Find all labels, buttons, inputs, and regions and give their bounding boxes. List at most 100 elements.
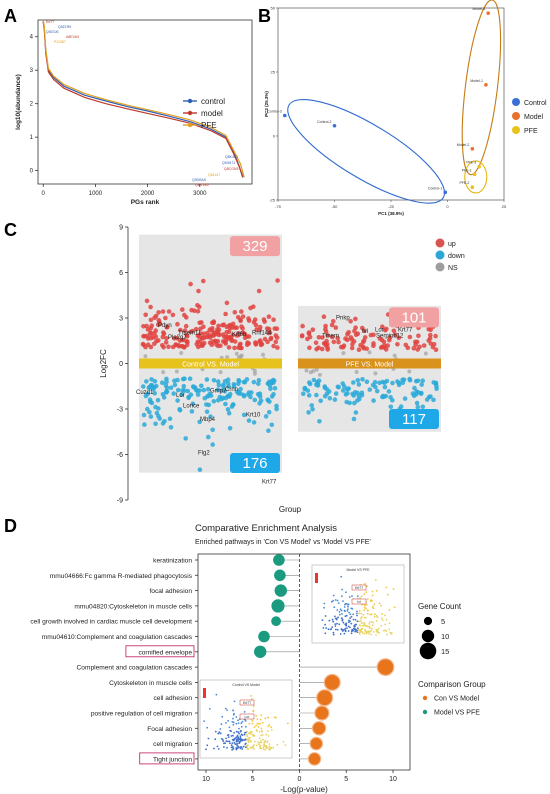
- inset-volcano-point: [356, 620, 359, 623]
- pathway-term-label: cell growth involved in cardiac muscle c…: [30, 619, 192, 626]
- inset-volcano-point: [275, 716, 277, 719]
- inset-volcano-point: [217, 748, 220, 750]
- down-regulated-point: [160, 392, 166, 397]
- inset-volcano-point: [386, 633, 388, 636]
- up-regulated-point: [305, 336, 310, 342]
- gene-label: Serpinb12: [376, 334, 404, 340]
- up-regulated-point: [361, 346, 367, 351]
- up-regulated-point: [396, 335, 402, 341]
- down-regulated-point: [307, 380, 312, 385]
- inset-volcano-point: [287, 722, 289, 725]
- inset-volcano-point: [219, 728, 222, 730]
- inset-volcano-point: [369, 600, 372, 602]
- legend-entry-label: Control: [524, 100, 547, 107]
- up-count-label: 101: [401, 309, 426, 326]
- inset-volcano-point: [334, 623, 337, 625]
- up-regulated-point: [226, 323, 232, 329]
- down-regulated-point: [231, 402, 236, 407]
- inset-volcano-point: [249, 746, 252, 749]
- inset-volcano-point: [373, 615, 376, 618]
- up-regulated-point: [224, 300, 230, 306]
- up-regulated-point: [193, 326, 199, 332]
- inset-volcano-point: [371, 627, 373, 630]
- down-regulated-point: [269, 394, 275, 399]
- inset-color-scale: [203, 688, 206, 698]
- not-significant-point: [238, 354, 243, 359]
- up-regulated-point: [246, 341, 252, 346]
- enrichment-dot: [323, 673, 341, 691]
- x-tick-label: 2000: [141, 191, 155, 197]
- gene-label: Rnf144: [252, 331, 272, 337]
- up-regulated-point: [320, 335, 325, 340]
- inset-color-scale: [315, 573, 318, 583]
- inset-volcano-point: [272, 746, 274, 749]
- down-regulated-point: [415, 404, 421, 410]
- down-regulated-point: [156, 406, 161, 411]
- inset-volcano-point: [237, 736, 240, 739]
- inset-volcano-point: [334, 615, 336, 618]
- x-tick-label: 0: [42, 191, 46, 197]
- down-regulated-point: [223, 395, 229, 401]
- gene-label: Ivl: [362, 329, 368, 335]
- panel-label-a: A: [4, 6, 17, 26]
- up-regulated-point: [299, 333, 305, 339]
- not-significant-point: [252, 371, 257, 376]
- down-regulated-point: [419, 382, 425, 387]
- up-regulated-point: [343, 336, 348, 341]
- down-regulated-point: [251, 420, 257, 425]
- down-regulated-point: [355, 378, 361, 383]
- inset-volcano-point: [248, 722, 251, 725]
- not-significant-point: [392, 353, 397, 358]
- inset-volcano-point: [246, 730, 249, 733]
- inset-gene-label: Krt77: [355, 586, 363, 590]
- inset-volcano-point: [234, 743, 237, 745]
- inset-gene-box: [351, 584, 367, 591]
- down-regulated-point: [180, 376, 186, 382]
- inset-volcano-point: [344, 610, 346, 613]
- inset-volcano-point: [371, 594, 374, 597]
- up-regulated-point: [148, 344, 154, 350]
- down-regulated-point: [306, 410, 311, 415]
- inset-volcano-point: [233, 741, 236, 744]
- inset-volcano-point: [340, 575, 343, 578]
- down-regulated-point: [190, 401, 196, 407]
- inset-volcano-point: [235, 716, 238, 718]
- down-regulated-point: [388, 404, 394, 410]
- legend-entry-label: Model: [524, 114, 544, 121]
- size-legend-dot: [423, 616, 433, 626]
- inset-volcano-point: [349, 626, 351, 629]
- down-regulated-point: [353, 390, 358, 395]
- inset-volcano-point: [252, 705, 255, 708]
- down-regulated-point: [180, 388, 185, 393]
- inset-volcano-point: [232, 723, 235, 726]
- inset-volcano-point: [344, 602, 347, 605]
- inset-volcano-point: [336, 609, 339, 611]
- inset-volcano-point: [225, 740, 228, 743]
- pca-sample-label: Model-3: [473, 7, 486, 11]
- inset-volcano-point: [359, 624, 362, 627]
- y-tick-label: 4: [30, 35, 34, 41]
- inset-volcano-point: [260, 727, 263, 730]
- inset-volcano-point: [374, 613, 376, 615]
- down-regulated-point: [420, 404, 426, 410]
- up-regulated-point: [230, 321, 236, 327]
- inset-volcano-point: [258, 731, 261, 733]
- inset-volcano-point: [367, 625, 369, 628]
- inset-volcano-point: [389, 631, 392, 634]
- up-regulated-point: [254, 327, 259, 332]
- inset-volcano-point: [237, 746, 240, 749]
- x-tick-label: 5: [344, 776, 348, 783]
- down-regulated-point: [252, 397, 258, 403]
- inset-volcano-point: [228, 740, 231, 743]
- inset-volcano-point: [380, 617, 383, 619]
- inset-volcano-point: [368, 623, 371, 625]
- down-regulated-point: [206, 434, 211, 440]
- inset-volcano-point: [268, 745, 271, 748]
- inset-volcano-point: [270, 729, 273, 731]
- up-regulated-point: [371, 332, 376, 338]
- legend-swatch-dot: [187, 122, 193, 128]
- inset-volcano-point: [250, 732, 252, 735]
- down-regulated-point: [256, 378, 262, 383]
- inset-volcano-point: [241, 720, 244, 723]
- up-regulated-point: [216, 323, 221, 329]
